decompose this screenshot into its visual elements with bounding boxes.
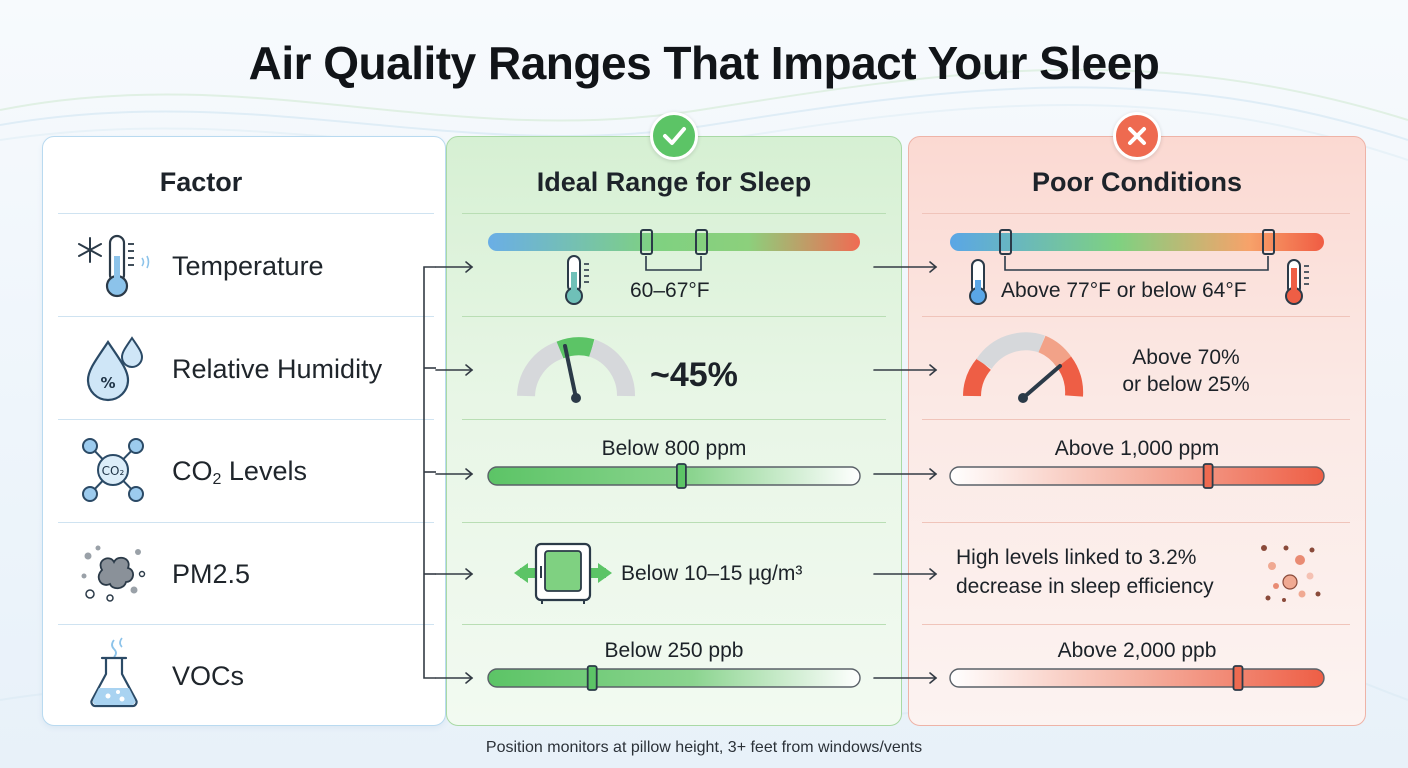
- temperature-poor-value: Above 77°F or below 64°F: [1001, 279, 1247, 302]
- factor-label-pm25: PM2.5: [172, 559, 251, 589]
- pm25-poor-line2: decrease in sleep efficiency: [956, 575, 1214, 598]
- svg-text:%: %: [100, 374, 115, 392]
- temperature-ideal-value: 60–67°F: [630, 279, 710, 302]
- divider: [922, 419, 1350, 420]
- humidity-ideal-value: ~45%: [650, 356, 738, 394]
- divider: [462, 624, 886, 625]
- vocs-poor-value: Above 2,000 ppb: [1057, 639, 1217, 662]
- co2-ideal-value: Below 800 ppm: [601, 437, 747, 460]
- divider: [462, 213, 886, 214]
- divider: [922, 316, 1350, 317]
- factor-column-header: Factor: [159, 167, 243, 197]
- svg-text:CO₂: CO₂: [102, 464, 125, 478]
- chemistry-flask-icon: [90, 637, 138, 708]
- humidity-poor-line2: or below 25%: [1122, 373, 1250, 396]
- vocs-ideal-value: Below 250 ppb: [604, 639, 744, 662]
- divider: [58, 419, 434, 420]
- check-badge: [650, 112, 698, 160]
- divider: [462, 522, 886, 523]
- co2-poor-value: Above 1,000 ppm: [1054, 437, 1220, 460]
- divider: [58, 522, 434, 523]
- pm25-ideal-value: Below 10–15 µg/m³: [621, 562, 803, 585]
- x-icon: [1128, 127, 1146, 145]
- pm25-poor-line1: High levels linked to 3.2%: [956, 546, 1197, 569]
- divider: [58, 624, 434, 625]
- factor-label-humidity: Relative Humidity: [172, 354, 383, 384]
- divider: [462, 419, 886, 420]
- divider: [922, 522, 1350, 523]
- x-badge: [1113, 112, 1161, 160]
- ideal-range-panel: [446, 136, 902, 726]
- humidity-poor-line1: Above 70%: [1132, 346, 1240, 369]
- factor-label-vocs: VOCs: [172, 661, 245, 691]
- divider: [922, 213, 1350, 214]
- divider: [922, 624, 1350, 625]
- factor-label-co2: CO2 Levels: [172, 456, 307, 488]
- co2-molecule-icon: CO₂: [82, 438, 144, 502]
- poor-conditions-panel: [908, 136, 1366, 726]
- divider: [462, 316, 886, 317]
- poor-column-header: Poor Conditions: [1032, 167, 1242, 197]
- factor-label-temperature: Temperature: [172, 251, 324, 281]
- factor-panel: [42, 136, 446, 726]
- page-title: Air Quality Ranges That Impact Your Slee…: [248, 37, 1160, 89]
- ideal-column-header: Ideal Range for Sleep: [536, 167, 812, 197]
- water-drops-percent-icon: %: [86, 336, 144, 402]
- divider: [58, 316, 434, 317]
- thermometer-snowflake-icon: [78, 234, 150, 298]
- check-icon: [663, 127, 686, 145]
- divider: [58, 213, 434, 214]
- dust-particles-icon: [81, 545, 146, 602]
- footer-note: Position monitors at pillow height, 3+ f…: [485, 739, 923, 756]
